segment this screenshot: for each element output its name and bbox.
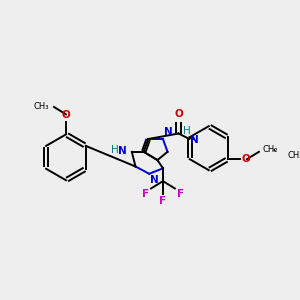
Text: F: F	[159, 196, 167, 206]
Text: N: N	[118, 146, 126, 156]
Text: N: N	[190, 135, 199, 145]
Text: F: F	[177, 189, 184, 200]
Text: CH₂: CH₂	[262, 146, 278, 154]
Text: H: H	[183, 126, 190, 136]
Text: CH₃: CH₃	[34, 102, 50, 111]
Text: N: N	[164, 127, 172, 137]
Text: CH₃: CH₃	[287, 151, 300, 160]
Text: O: O	[61, 110, 70, 120]
Text: F: F	[142, 189, 149, 200]
Text: H: H	[111, 145, 119, 155]
Text: O: O	[174, 109, 183, 119]
Text: O: O	[242, 154, 250, 164]
Text: N: N	[150, 175, 159, 185]
